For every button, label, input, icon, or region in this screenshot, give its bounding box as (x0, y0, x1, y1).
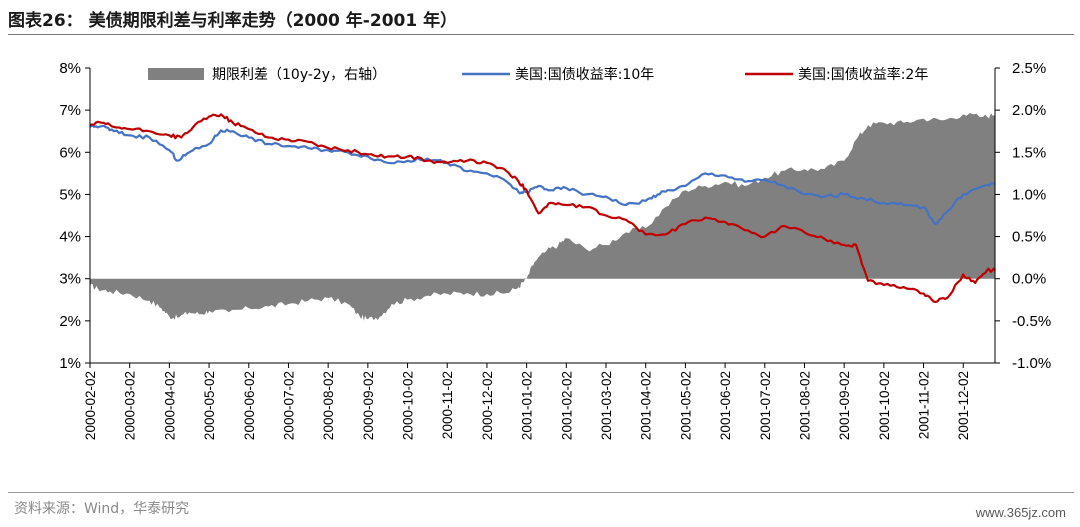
x-tick-label: 2000-02-02 (83, 371, 98, 440)
spread-yield-chart: 1% 2% 3% 4% 5% 6% 7% 8% -1.0% -0.5% 0.0% 0.5% 1.0% 1.… (59, 60, 1051, 440)
x-tick-label: 2001-03-02 (599, 371, 614, 440)
left-tick-label: 4% (59, 229, 81, 246)
left-tick-label: 5% (59, 186, 81, 203)
x-tick-label: 2001-12-02 (956, 371, 971, 440)
x-tick-label: 2001-05-02 (678, 371, 693, 440)
legend-swatch-spread (148, 68, 204, 80)
x-tick-label: 2000-12-02 (480, 371, 495, 440)
x-tick-label: 2001-10-02 (877, 371, 892, 440)
x-tick-label: 2001-08-02 (797, 371, 812, 440)
axes-layer: 1% 2% 3% 4% 5% 6% 7% 8% -1.0% -0.5% 0.0% 0.5% 1.0% 1.… (59, 60, 1051, 440)
right-tick-label: 1.5% (1012, 144, 1046, 161)
right-tick-label: 2.0% (1012, 102, 1046, 119)
spread-area-layer (90, 113, 995, 321)
legend-label-0: 期限利差（10y-2y，右轴） (212, 67, 386, 83)
right-tick-label: 0.5% (1012, 229, 1046, 246)
left-tick-label: 3% (59, 271, 81, 288)
x-tick-label: 2001-07-02 (758, 371, 773, 440)
right-tick-label: -0.5% (1012, 313, 1051, 330)
legend-label-2: 美国:国债收益率:2年 (798, 66, 928, 83)
x-tick-label: 2000-05-02 (202, 371, 217, 440)
right-tick-label: -1.0% (1012, 355, 1051, 372)
x-tick-label: 2000-08-02 (321, 371, 336, 440)
x-tick-label: 2000-10-02 (401, 371, 416, 440)
source-note: 资料来源：Wind，华泰研究 (14, 501, 190, 517)
legend: 期限利差（10y-2y，右轴） 美国:国债收益率:10年 美国:国债收益率:2年 (148, 66, 928, 83)
legend-label-1: 美国:国债收益率:10年 (515, 66, 654, 83)
x-tick-label: 2001-01-02 (520, 371, 535, 440)
watermark: www.365jz.com (975, 505, 1066, 520)
x-tick-label: 2000-06-02 (242, 371, 257, 440)
figure-title: 图表26： 美债期限利差与利率走势（2000 年-2001 年） (8, 11, 458, 31)
right-tick-label: 2.5% (1012, 60, 1046, 77)
x-tick-label: 2001-11-02 (917, 371, 932, 439)
x-tick-label: 2000-09-02 (361, 371, 376, 440)
left-tick-label: 6% (59, 144, 81, 161)
series-line-1 (89, 124, 996, 225)
x-tick-label: 2000-04-02 (162, 371, 177, 440)
x-tick-label: 2001-06-02 (718, 371, 733, 440)
x-tick-label: 2001-02-02 (559, 371, 574, 440)
title-divider (8, 34, 1074, 35)
left-tick-label: 1% (59, 355, 81, 372)
source-divider (8, 492, 1074, 493)
spread-area (90, 113, 995, 321)
x-tick-label: 2000-03-02 (123, 371, 138, 440)
yield-lines-layer (89, 113, 996, 303)
x-tick-label: 2000-07-02 (281, 371, 296, 440)
right-tick-label: 1.0% (1012, 186, 1046, 203)
left-tick-label: 7% (59, 102, 81, 119)
x-tick-label: 2000-11-02 (440, 371, 455, 439)
x-tick-label: 2001-04-02 (639, 371, 654, 440)
x-tick-label: 2001-09-02 (837, 371, 852, 440)
left-tick-label: 8% (59, 60, 81, 77)
series-line-2 (89, 113, 996, 303)
left-tick-label: 2% (59, 313, 81, 330)
right-tick-label: 0.0% (1012, 271, 1046, 288)
